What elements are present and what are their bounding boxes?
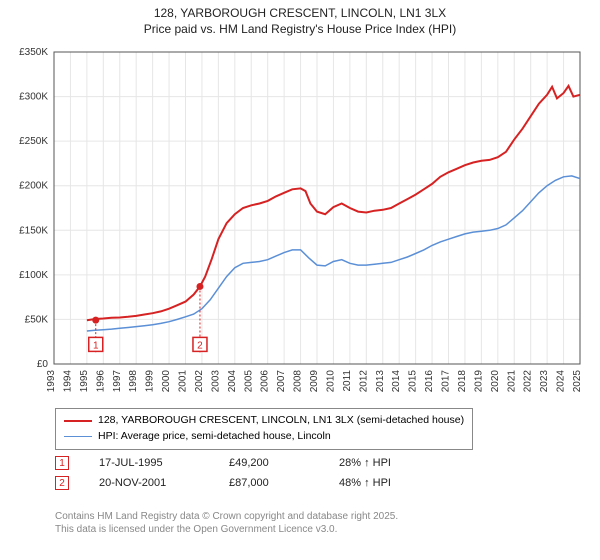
svg-text:2014: 2014 (391, 370, 402, 393)
svg-text:1999: 1999 (145, 370, 156, 393)
svg-text:£250K: £250K (19, 136, 48, 147)
legend-item: HPI: Average price, semi-detached house,… (64, 429, 464, 445)
svg-text:2024: 2024 (556, 370, 567, 393)
title-line1: 128, YARBOROUGH CRESCENT, LINCOLN, LN1 3… (0, 6, 600, 22)
legend-label: HPI: Average price, semi-detached house,… (98, 429, 331, 445)
svg-text:2008: 2008 (293, 370, 304, 393)
svg-text:2025: 2025 (572, 370, 583, 393)
legend-item: 128, YARBOROUGH CRESCENT, LINCOLN, LN1 3… (64, 413, 464, 429)
annotation-hpi: 48% ↑ HPI (339, 477, 439, 489)
svg-text:2007: 2007 (276, 370, 287, 393)
annotation-row: 1 17-JUL-1995£49,20028% ↑ HPI (55, 456, 439, 470)
legend-swatch (64, 420, 92, 422)
annotation-price: £87,000 (229, 477, 339, 489)
svg-text:1998: 1998 (128, 370, 139, 393)
annotation-row: 2 20-NOV-2001£87,00048% ↑ HPI (55, 476, 439, 490)
svg-text:£150K: £150K (19, 225, 48, 236)
svg-text:2015: 2015 (408, 370, 419, 393)
svg-text:1997: 1997 (112, 370, 123, 393)
svg-text:2: 2 (197, 340, 203, 351)
svg-text:1: 1 (93, 340, 99, 351)
annotation-price: £49,200 (229, 457, 339, 469)
svg-text:2013: 2013 (375, 370, 386, 393)
svg-text:£200K: £200K (19, 181, 48, 192)
svg-text:2002: 2002 (194, 370, 205, 393)
svg-text:£50K: £50K (25, 314, 49, 325)
svg-text:£100K: £100K (19, 270, 48, 281)
svg-text:1995: 1995 (79, 370, 90, 393)
svg-text:1994: 1994 (62, 370, 73, 393)
annotation-marker: 2 (55, 476, 69, 490)
svg-text:2021: 2021 (506, 370, 517, 393)
footer-line1: Contains HM Land Registry data © Crown c… (55, 510, 398, 523)
svg-text:2019: 2019 (473, 370, 484, 393)
svg-text:2018: 2018 (457, 370, 468, 393)
svg-text:2020: 2020 (490, 370, 501, 393)
svg-text:£350K: £350K (19, 47, 48, 58)
footer: Contains HM Land Registry data © Crown c… (55, 510, 398, 536)
svg-text:2017: 2017 (441, 370, 452, 393)
svg-text:2000: 2000 (161, 370, 172, 393)
svg-text:2011: 2011 (342, 370, 353, 392)
svg-text:2009: 2009 (309, 370, 320, 393)
svg-text:2016: 2016 (424, 370, 435, 393)
svg-text:2004: 2004 (227, 370, 238, 393)
svg-text:2023: 2023 (539, 370, 550, 393)
svg-text:2010: 2010 (325, 370, 336, 393)
title-block: 128, YARBOROUGH CRESCENT, LINCOLN, LN1 3… (0, 0, 600, 37)
svg-text:1996: 1996 (95, 370, 106, 393)
svg-text:2022: 2022 (523, 370, 534, 393)
svg-text:£300K: £300K (19, 92, 48, 103)
annotation-table: 1 17-JUL-1995£49,20028% ↑ HPI 2 20-NOV-2001… (55, 456, 439, 496)
annotation-marker: 1 (55, 456, 69, 470)
legend: 128, YARBOROUGH CRESCENT, LINCOLN, LN1 3… (55, 408, 473, 450)
legend-swatch (64, 436, 92, 437)
annotation-date: 20-NOV-2001 (99, 477, 229, 489)
legend-label: 128, YARBOROUGH CRESCENT, LINCOLN, LN1 3… (98, 413, 464, 429)
title-line2: Price paid vs. HM Land Registry's House … (0, 22, 600, 38)
annotation-hpi: 28% ↑ HPI (339, 457, 439, 469)
line-chart: £0£50K£100K£150K£200K£250K£300K£350K1993… (50, 48, 584, 398)
svg-text:£0: £0 (37, 359, 49, 370)
svg-text:2006: 2006 (260, 370, 271, 393)
chart-container: 128, YARBOROUGH CRESCENT, LINCOLN, LN1 3… (0, 0, 600, 560)
footer-line2: This data is licensed under the Open Gov… (55, 523, 398, 536)
svg-text:1993: 1993 (46, 370, 57, 393)
svg-text:2005: 2005 (243, 370, 254, 393)
svg-text:2001: 2001 (178, 370, 189, 393)
annotation-date: 17-JUL-1995 (99, 457, 229, 469)
svg-text:2012: 2012 (358, 370, 369, 393)
svg-text:2003: 2003 (210, 370, 221, 393)
